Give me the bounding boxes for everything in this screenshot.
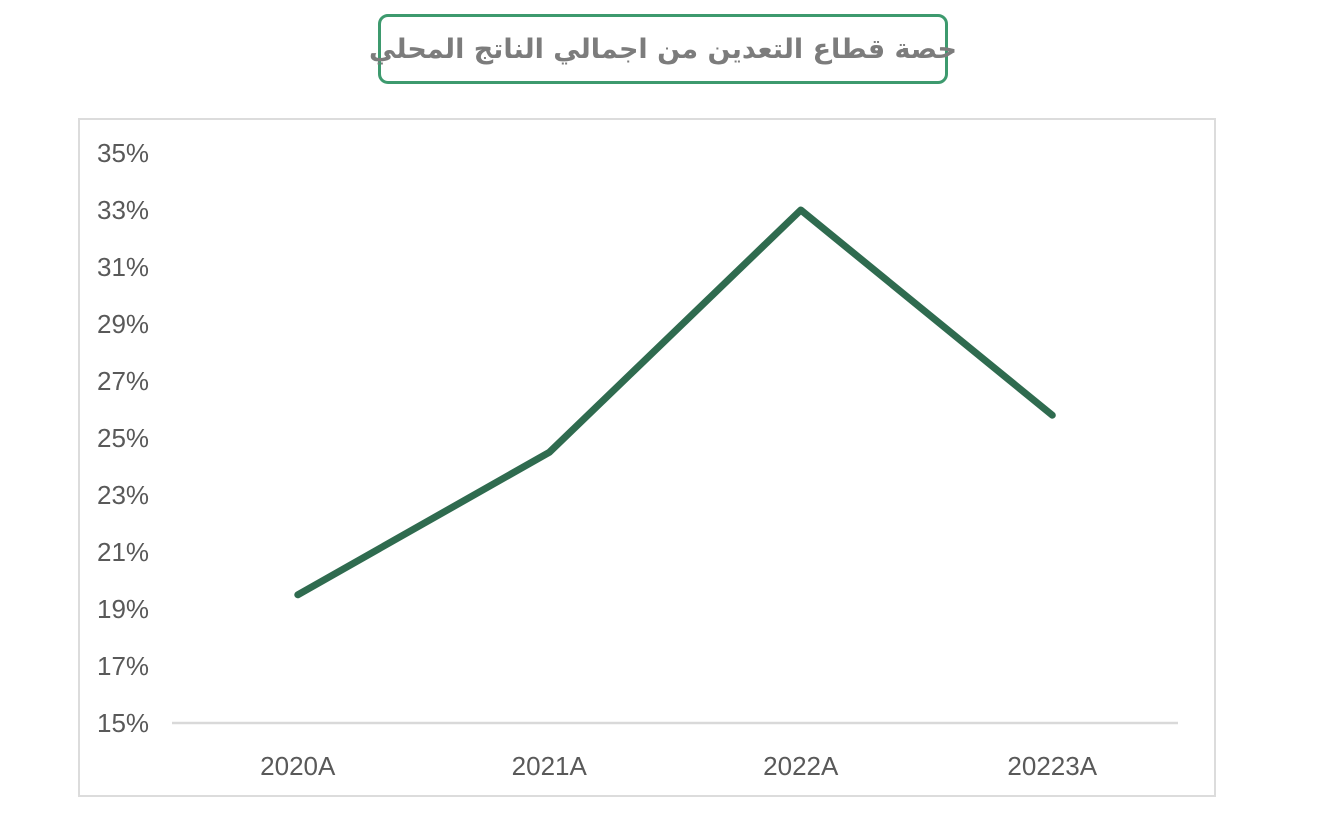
y-tick-label: 25% (97, 423, 149, 453)
data-line-series (294, 206, 1056, 599)
y-tick-label: 15% (97, 708, 149, 738)
x-tick-label: 2022A (763, 751, 839, 781)
y-tick-label: 23% (97, 480, 149, 510)
y-tick-label: 21% (97, 537, 149, 567)
y-tick-label: 19% (97, 594, 149, 624)
chart-card: 35% 33% 31% 29% 27% 25% 23% 21% 19% 17% 15% 2020A 20… (78, 118, 1216, 797)
y-tick-label: 33% (97, 195, 149, 225)
x-tick-label: 2021A (512, 751, 588, 781)
chart-title: حصة قطاع التعدين من اجمالي الناتج المحلي (369, 33, 957, 65)
y-tick-label: 31% (97, 252, 149, 282)
y-tick-label: 17% (97, 651, 149, 681)
y-tick-label: 29% (97, 309, 149, 339)
x-tick-label: 20223A (1007, 751, 1097, 781)
line-chart: 35% 33% 31% 29% 27% 25% 23% 21% 19% 17% 15% 2020A 20… (97, 138, 1178, 781)
y-tick-label: 27% (97, 366, 149, 396)
x-tick-label: 2020A (260, 751, 336, 781)
chart-title-box: حصة قطاع التعدين من اجمالي الناتج المحلي (369, 14, 957, 84)
y-tick-label: 35% (97, 138, 149, 168)
